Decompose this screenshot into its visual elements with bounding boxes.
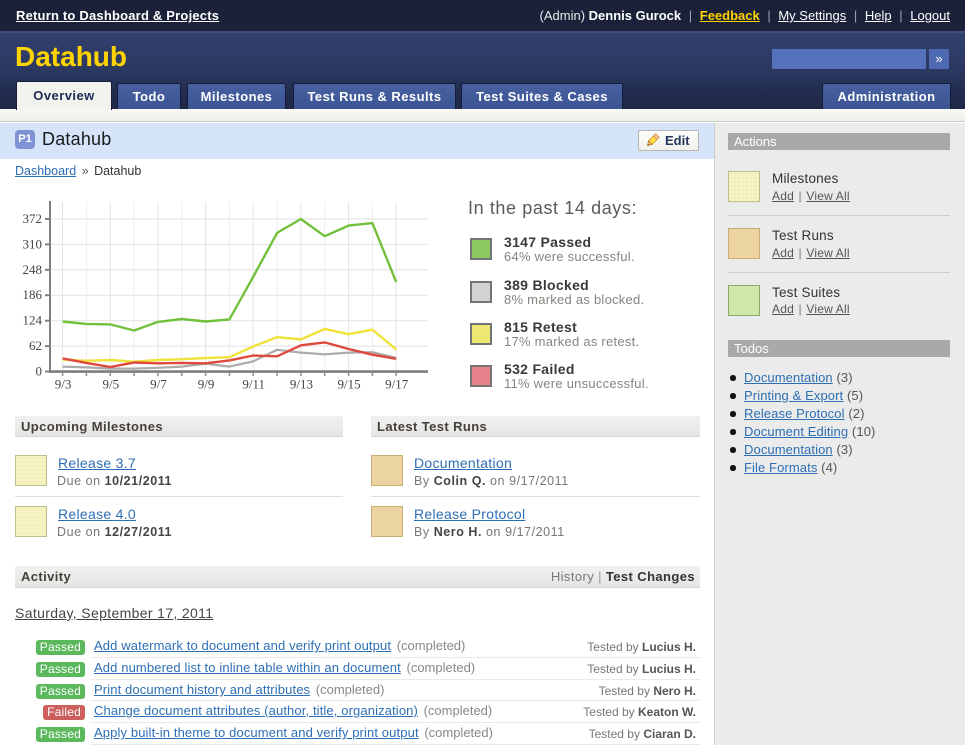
svg-text:62: 62 xyxy=(29,338,42,353)
svg-text:0: 0 xyxy=(36,364,43,379)
svg-text:9/11: 9/11 xyxy=(242,377,265,392)
svg-text:9/15: 9/15 xyxy=(338,377,361,392)
svg-text:9/9: 9/9 xyxy=(198,377,215,392)
svg-text:310: 310 xyxy=(23,236,43,251)
svg-text:186: 186 xyxy=(23,287,43,302)
svg-text:124: 124 xyxy=(23,313,43,328)
svg-text:248: 248 xyxy=(23,262,43,277)
svg-text:9/17: 9/17 xyxy=(385,377,409,392)
svg-text:9/13: 9/13 xyxy=(290,377,313,392)
svg-text:9/5: 9/5 xyxy=(102,377,119,392)
svg-text:9/7: 9/7 xyxy=(150,377,167,392)
svg-text:372: 372 xyxy=(23,211,43,226)
svg-text:9/3: 9/3 xyxy=(55,377,72,392)
